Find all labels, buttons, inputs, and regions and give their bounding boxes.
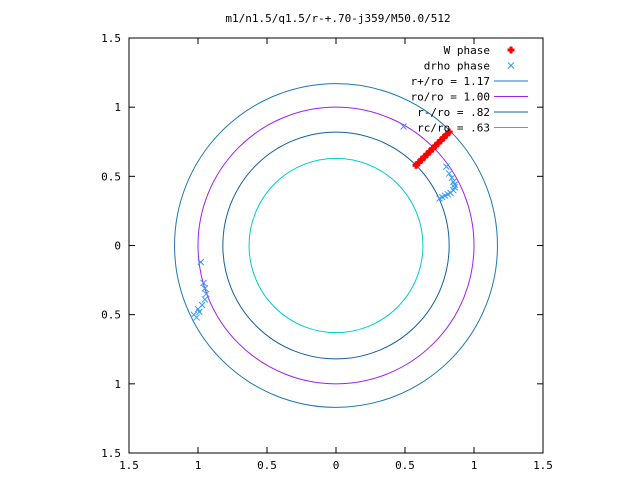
cross-stroke — [443, 163, 450, 171]
legend-label: r+/ro = 1.17 — [411, 75, 490, 88]
drho-phase-point — [436, 195, 443, 202]
cross-stroke — [400, 123, 407, 130]
legend-label: drho phase — [424, 60, 490, 73]
cross-stroke — [197, 258, 205, 266]
drho-phase-point — [200, 279, 207, 287]
drho-phase-point — [201, 296, 209, 303]
cross-stroke — [436, 195, 443, 202]
y-tick-label: 0.5 — [101, 309, 121, 322]
radius-circle — [197, 106, 475, 385]
legend-entry: r-/ro = .82 — [417, 106, 528, 119]
legend-label: r-/ro = .82 — [417, 106, 490, 119]
x-tick-label: 1 — [471, 459, 478, 472]
legend: W phase drho phase r+/ro = 1.17 ro/ro = 1.0… — [411, 44, 528, 135]
legend-entry: W phase — [444, 44, 515, 57]
cross-stroke — [201, 285, 209, 292]
legend-entry: ro/ro = 1.00 — [411, 91, 528, 104]
drho-phase-point — [201, 285, 209, 292]
drho-phase-point — [197, 258, 205, 266]
cross-stroke — [507, 62, 515, 69]
radius-circles — [174, 83, 498, 408]
legend-marker — [507, 62, 515, 69]
x-tick-label: 0 — [333, 459, 340, 472]
x-tick-label: 1 — [195, 459, 202, 472]
x-tick-label: 0.5 — [395, 459, 415, 472]
legend-marker — [507, 46, 515, 54]
drho-phase-point — [196, 308, 203, 316]
cross-stroke — [445, 170, 453, 177]
cross-stroke — [449, 178, 457, 186]
y-tick-label: 1.5 — [101, 32, 121, 45]
cross-stroke — [194, 305, 202, 313]
x-tick-label: 0.5 — [257, 459, 277, 472]
drho-phase-point — [400, 123, 407, 130]
y-tick-label: 1 — [114, 101, 121, 114]
phase-markers — [190, 123, 459, 321]
x-tick-label: 1.5 — [533, 459, 553, 472]
chart-title: m1/n1.5/q1.5/r-+.70-j359/M50.0/512 — [225, 12, 450, 25]
drho-phase-point — [202, 290, 210, 298]
drho-phase-point — [445, 170, 453, 177]
y-tick-label: 0.5 — [101, 170, 121, 183]
radius-circle — [174, 83, 498, 408]
y-tick-label: 1 — [114, 378, 121, 391]
x-tick-label: 1.5 — [119, 459, 139, 472]
drho-phase-point — [193, 314, 200, 321]
cross-stroke — [202, 290, 210, 298]
cross-stroke — [448, 174, 456, 182]
y-tick-label: 1.5 — [101, 447, 121, 460]
w-phase-point — [445, 128, 453, 136]
cross-stroke — [201, 296, 209, 303]
legend-label: rc/ro = .63 — [417, 122, 490, 135]
legend-label: W phase — [444, 44, 490, 57]
cross-stroke — [451, 181, 459, 188]
drho-phase-point — [451, 181, 459, 188]
drho-phase-point — [448, 174, 456, 182]
axis-ticks: 1.5 1 0.5 0 0.5 1 1.51.510.500.511.5 — [101, 32, 553, 472]
radius-circle — [248, 157, 424, 334]
legend-label: ro/ro = 1.00 — [411, 91, 490, 104]
legend-entry: drho phase — [424, 60, 515, 73]
cross-stroke — [200, 279, 207, 287]
drho-phase-point — [443, 163, 450, 171]
cross-stroke — [193, 314, 200, 321]
legend-entry: r+/ro = 1.17 — [411, 75, 528, 88]
cross-stroke — [196, 308, 203, 316]
radius-circle — [222, 131, 450, 360]
legend-entry: rc/ro = .63 — [417, 122, 528, 135]
y-tick-label: 0 — [114, 240, 121, 253]
